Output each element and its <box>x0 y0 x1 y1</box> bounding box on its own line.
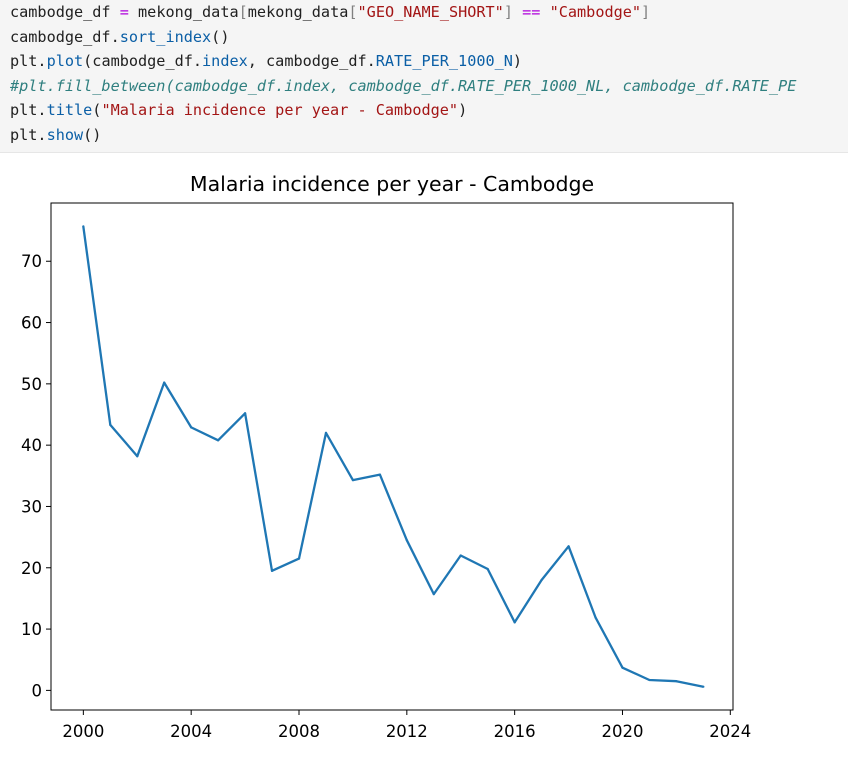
data-point <box>594 616 597 619</box>
y-tick-label: 20 <box>21 559 42 578</box>
data-point <box>297 557 301 560</box>
code-token: ) <box>512 52 523 70</box>
code-token: "GEO_NAME_SHORT" <box>357 3 504 21</box>
data-point <box>540 578 543 582</box>
data-point <box>675 680 678 683</box>
data-point <box>109 423 112 427</box>
data-point <box>243 412 247 415</box>
data-point <box>459 554 462 557</box>
code-token: "Cambodge" <box>549 3 642 21</box>
y-tick-label: 50 <box>21 375 42 394</box>
code-token: ] <box>503 3 513 21</box>
code-line: plt.plot(cambodge_df.index, cambodge_df.… <box>10 49 522 74</box>
code-token: () <box>211 27 230 46</box>
code-token: show <box>46 125 84 144</box>
code-cell[interactable]: cambodge_df = mekong_data[mekong_data["G… <box>0 0 848 153</box>
code-token: index <box>202 52 248 70</box>
data-point <box>324 431 328 434</box>
x-tick-label: 2012 <box>386 722 428 741</box>
data-point <box>163 381 166 384</box>
code-token: ) <box>458 101 468 119</box>
code-line: cambodge_df = mekong_data[mekong_data["G… <box>10 0 650 25</box>
data-point <box>190 426 193 429</box>
data-point <box>270 569 274 572</box>
data-point <box>136 455 139 458</box>
code-token: plot <box>46 52 84 70</box>
code-token: mekong_data <box>247 3 349 21</box>
code-line: cambodge_df.sort_index() <box>10 25 229 50</box>
y-tick-label: 30 <box>21 497 42 516</box>
code-token: plt. <box>10 125 47 144</box>
code-token: sort_index <box>119 27 212 46</box>
line-chart: Malaria incidence per year - Cambodge 20… <box>21 172 751 741</box>
code-token: mekong_data <box>128 3 239 21</box>
data-point <box>621 666 624 669</box>
code-token: () <box>83 125 102 144</box>
data-point <box>486 567 489 571</box>
code-token <box>540 3 549 21</box>
data-point <box>351 479 355 482</box>
code-token <box>513 3 522 21</box>
data-point <box>82 225 85 228</box>
x-tick-label: 2020 <box>601 722 643 741</box>
code-token: plt. <box>10 52 47 70</box>
code-token: = <box>119 3 129 21</box>
data-point <box>432 593 435 596</box>
y-tick-label: 60 <box>21 314 42 333</box>
code-token: (cambodge_df. <box>83 52 203 70</box>
x-tick-label: 2024 <box>709 722 751 741</box>
data-point <box>405 539 408 542</box>
y-tick-label: 10 <box>21 620 42 639</box>
data-point <box>648 678 651 682</box>
x-tick-label: 2008 <box>278 722 320 741</box>
code-token: cambodge_df. <box>10 27 120 46</box>
data-point <box>378 473 381 476</box>
cell-output: Malaria incidence per year - Cambodge 20… <box>0 154 848 767</box>
y-tick-label: 70 <box>21 252 42 271</box>
data-point <box>513 621 516 624</box>
chart-title: Malaria incidence per year - Cambodge <box>190 172 594 196</box>
x-tick-label: 2000 <box>62 722 104 741</box>
x-tick-label: 2016 <box>494 722 536 741</box>
code-line: #plt.fill_between(cambodge_df.index, cam… <box>10 74 796 99</box>
code-token: #plt.fill_between(cambodge_df.index, cam… <box>10 76 797 95</box>
series-line <box>82 226 704 688</box>
code-token: RATE_PER_1000_N <box>375 52 513 70</box>
code-token: title <box>46 101 93 119</box>
code-line: plt.show() <box>10 123 101 148</box>
data-point <box>217 439 220 442</box>
code-token: == <box>522 3 541 21</box>
x-tick-label: 2004 <box>170 722 212 741</box>
y-tick-label: 40 <box>21 436 42 455</box>
code-token: [ <box>238 3 248 21</box>
data-point <box>567 545 570 548</box>
plot-frame <box>50 202 734 711</box>
code-token: plt. <box>10 101 47 119</box>
code-token: [ <box>348 3 358 21</box>
y-tick-label: 0 <box>32 681 43 700</box>
code-token: , cambodge_df. <box>247 52 376 70</box>
code-token: cambodge_df <box>10 3 120 21</box>
code-line: plt.title("Malaria incidence per year - … <box>10 98 467 123</box>
code-token: ( <box>92 101 102 119</box>
code-token: "Malaria incidence per year - Cambodge" <box>101 101 459 119</box>
code-token: ] <box>641 3 651 21</box>
data-point <box>702 685 705 688</box>
